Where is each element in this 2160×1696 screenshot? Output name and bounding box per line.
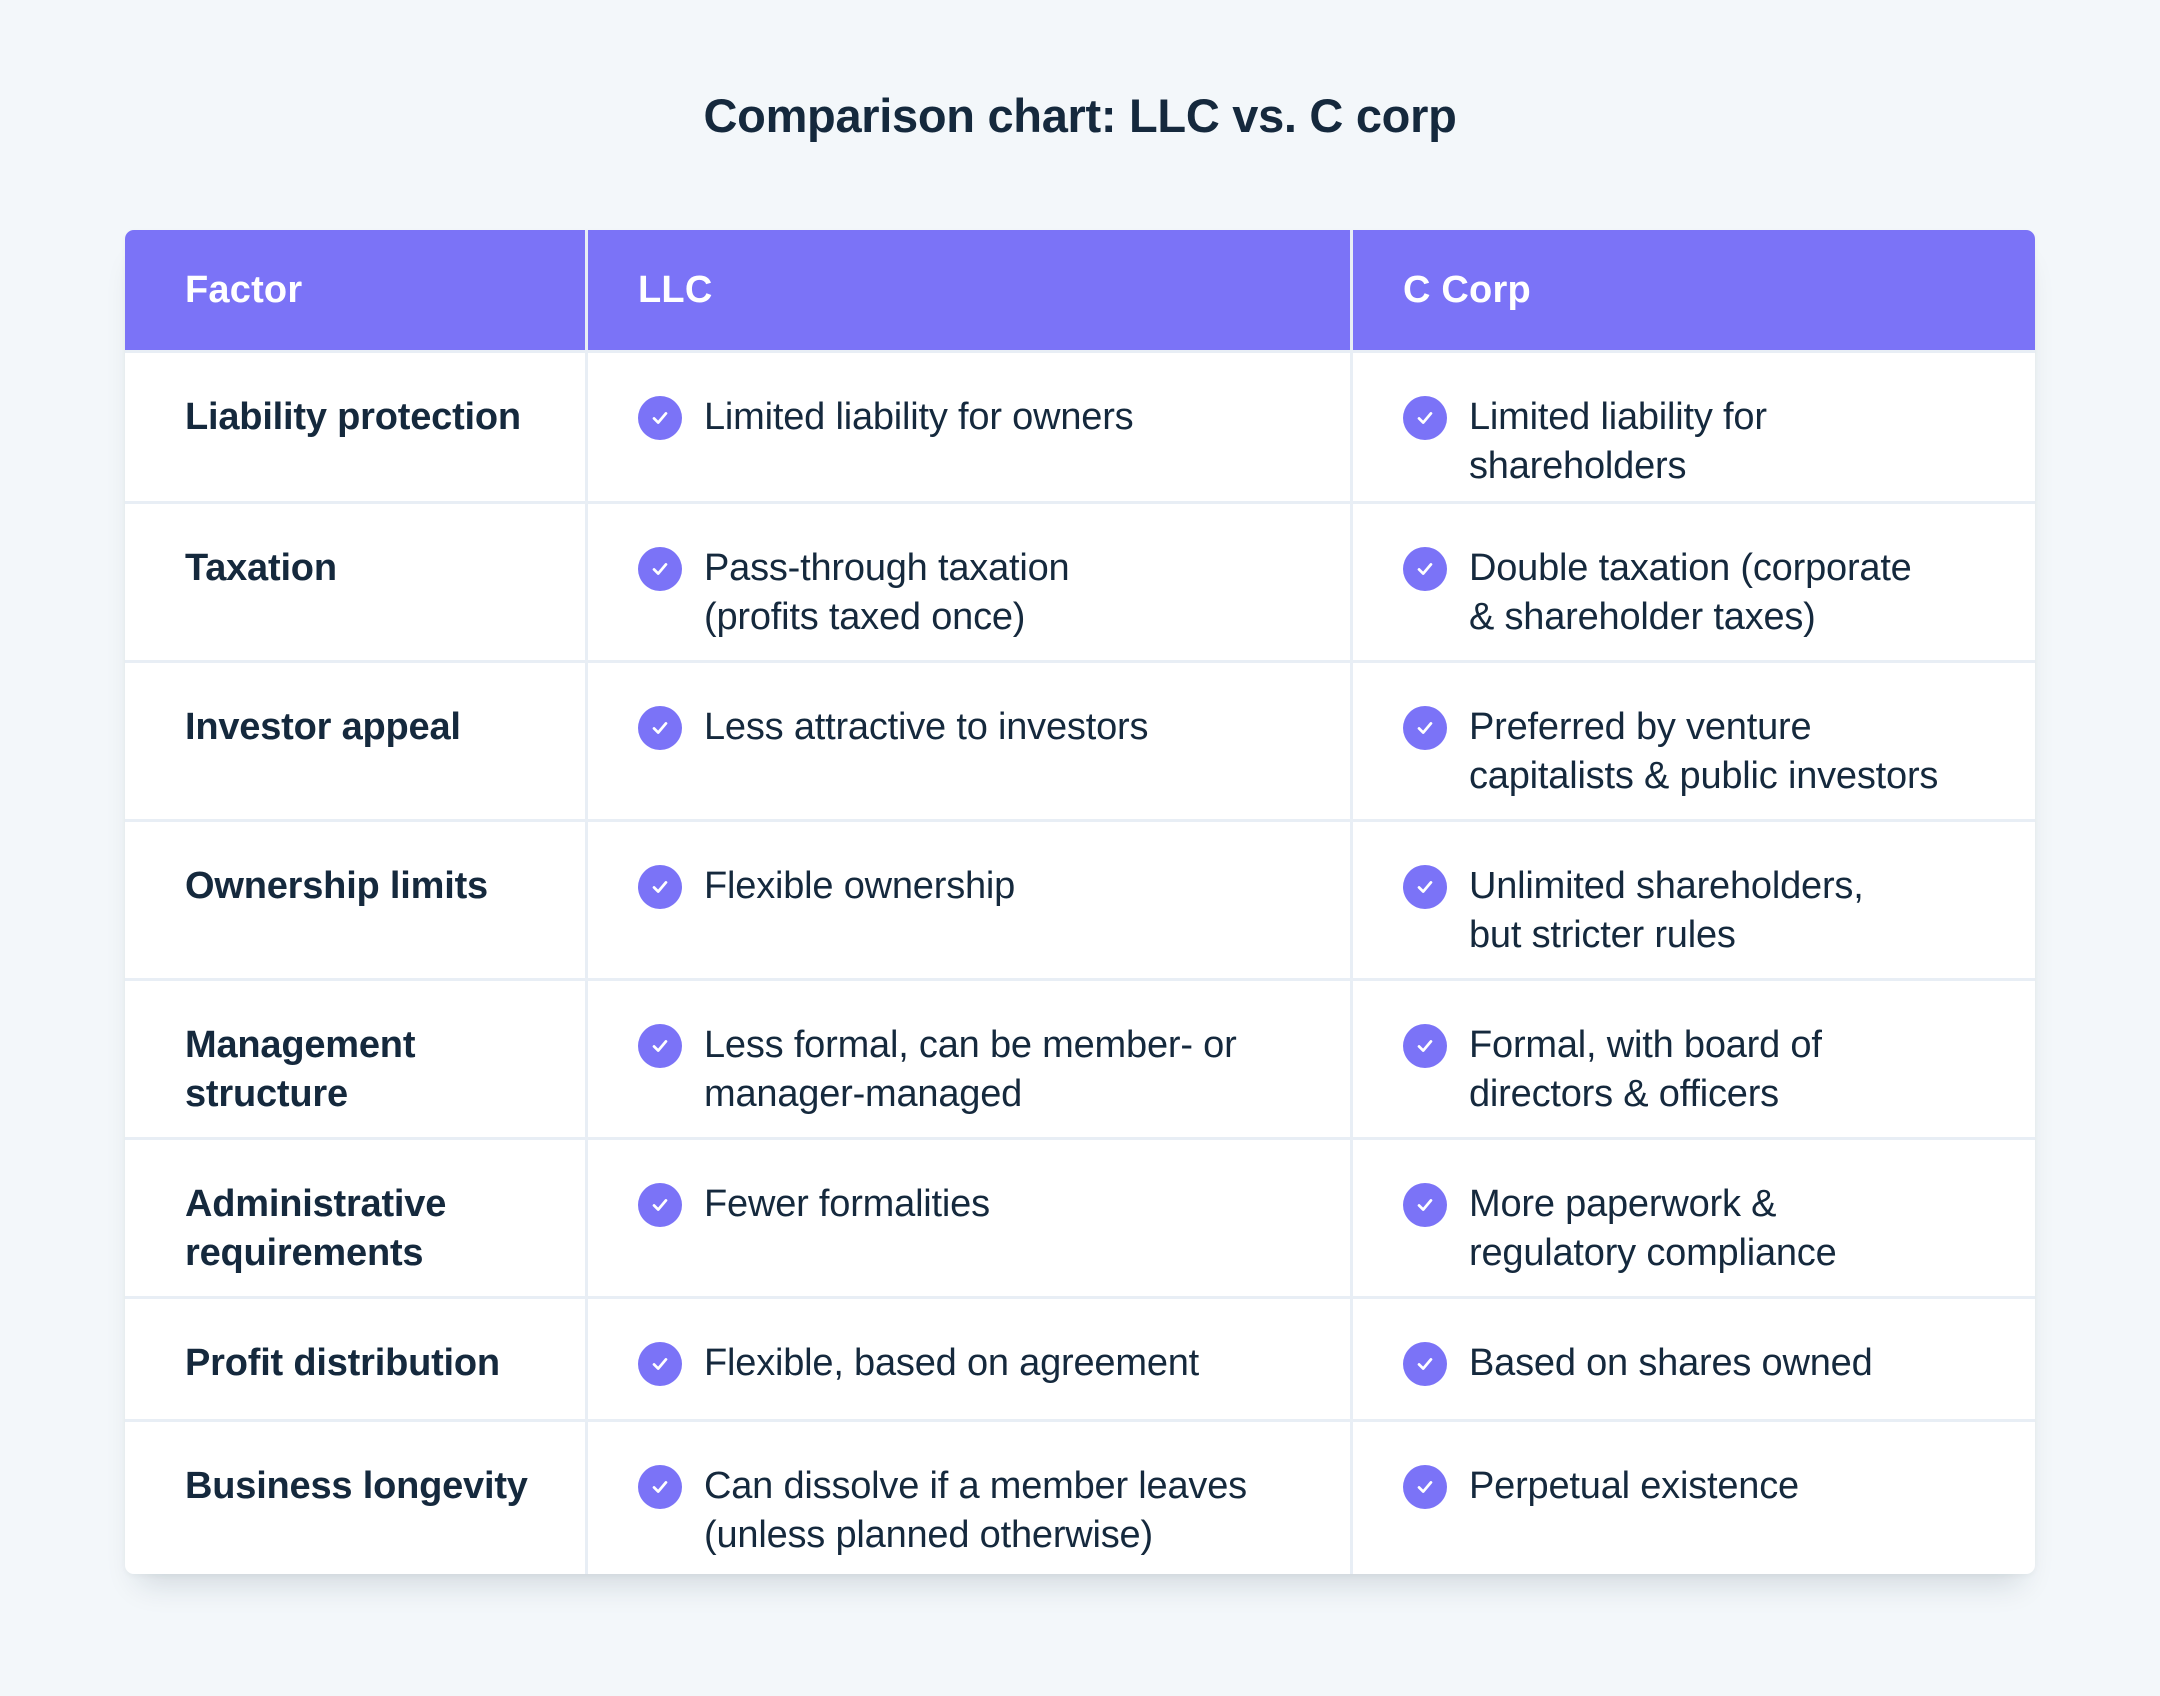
cell-text: Less formal, can be member- or manager-m… — [704, 1024, 1237, 1116]
llc-cell: Less attractive to investors — [588, 663, 1350, 820]
check-icon — [638, 865, 682, 910]
cell-text: Perpetual existence — [1469, 1465, 1799, 1508]
ccorp-cell: More paperwork & regulatory compliance — [1353, 1140, 2035, 1297]
ccorp-cell: Double taxation (corporate & shareholder… — [1353, 504, 2035, 661]
cell-text: Unlimited shareholders, but stricter rul… — [1469, 865, 1864, 957]
llc-cell: Can dissolve if a member leaves (unless … — [588, 1422, 1350, 1575]
check-icon — [1403, 865, 1447, 910]
llc-cell: Flexible ownership — [588, 822, 1350, 979]
ccorp-cell: Unlimited shareholders, but stricter rul… — [1353, 822, 2035, 979]
check-icon — [1403, 396, 1447, 441]
check-icon — [638, 547, 682, 592]
cell-text: Double taxation (corporate & shareholder… — [1469, 547, 1912, 639]
cell-text: Flexible, based on agreement — [704, 1342, 1200, 1385]
check-icon — [1403, 1024, 1447, 1069]
llc-cell: Fewer formalities — [588, 1140, 1350, 1297]
column-header-llc: LLC — [588, 230, 1350, 351]
cell-text: Preferred by venture capitalists & publi… — [1469, 706, 1939, 798]
cell-text: Fewer formalities — [704, 1183, 990, 1226]
page-title: Comparison chart: LLC vs. C corp — [703, 89, 1457, 142]
llc-cell: Limited liability for owners — [588, 353, 1350, 502]
llc-cell: Pass-through taxation (profits taxed onc… — [588, 504, 1350, 661]
factor-cell: Investor appeal — [125, 663, 585, 820]
ccorp-cell: Formal, with board of directors & office… — [1353, 981, 2035, 1138]
comparison-table: Factor LLC C Corp Liability protection L… — [125, 230, 2035, 1575]
ccorp-cell: Perpetual existence — [1353, 1422, 2035, 1575]
check-icon — [638, 1183, 682, 1228]
factor-cell: Profit distribution — [125, 1299, 585, 1420]
check-icon — [1403, 1183, 1447, 1228]
factor-cell: Liability protection — [125, 353, 585, 502]
factor-cell: Taxation — [125, 504, 585, 661]
llc-cell: Flexible, based on agreement — [588, 1299, 1350, 1420]
factor-cell: Administrative requirements — [125, 1140, 585, 1297]
ccorp-cell: Preferred by venture capitalists & publi… — [1353, 663, 2035, 820]
check-icon — [638, 1342, 682, 1387]
cell-text: Can dissolve if a member leaves (unless … — [704, 1465, 1247, 1557]
ccorp-cell: Limited liability for shareholders — [1353, 353, 2035, 502]
ccorp-cell: Based on shares owned — [1353, 1299, 2035, 1420]
check-icon — [638, 706, 682, 751]
cell-text: Flexible ownership — [704, 865, 1016, 908]
cell-text: Based on shares owned — [1469, 1342, 1873, 1385]
check-icon — [638, 1024, 682, 1069]
check-icon — [1403, 547, 1447, 592]
factor-cell: Business longevity — [125, 1422, 585, 1575]
check-icon — [1403, 1342, 1447, 1387]
factor-cell: Ownership limits — [125, 822, 585, 979]
cell-text: Formal, with board of directors & office… — [1469, 1024, 1822, 1116]
check-icon — [1403, 706, 1447, 751]
cell-text: Pass-through taxation (profits taxed onc… — [704, 547, 1070, 639]
llc-cell: Less formal, can be member- or manager-m… — [588, 981, 1350, 1138]
cell-text: Limited liability for owners — [704, 396, 1134, 439]
factor-cell: Management structure — [125, 981, 585, 1138]
cell-text: Less attractive to investors — [704, 706, 1149, 749]
cell-text: Limited liability for shareholders — [1469, 396, 1767, 488]
check-icon — [1403, 1465, 1447, 1510]
check-icon — [638, 1465, 682, 1510]
check-icon — [638, 396, 682, 441]
column-header-ccorp: C Corp — [1353, 230, 2035, 351]
column-header-factor: Factor — [125, 230, 585, 351]
cell-text: More paperwork & regulatory compliance — [1469, 1183, 1837, 1275]
